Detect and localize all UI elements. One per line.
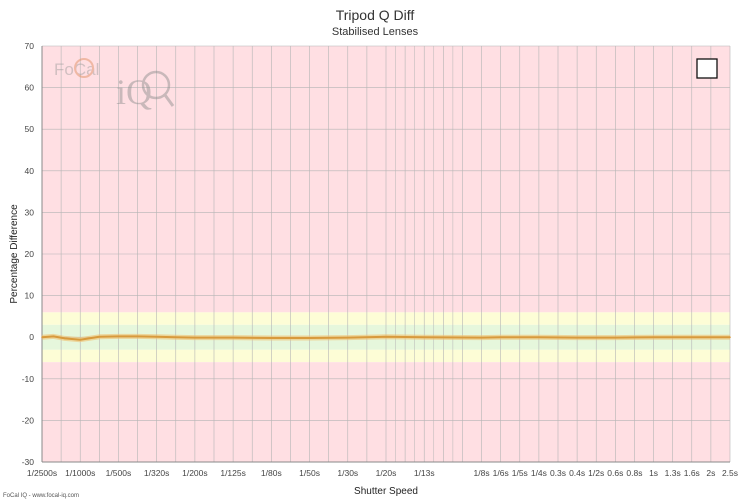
axis-layer: -30 -20 -10 0 10 20 30 40 50 60 70 1/2500s 1/1000s 1/… [22, 41, 738, 478]
x-tick-label: 2s [706, 468, 715, 478]
series-point [308, 337, 311, 339]
series-point [98, 335, 101, 338]
series-point [174, 336, 177, 339]
y-tick-label: -20 [22, 415, 35, 425]
x-tick-label: 1/2s [588, 468, 604, 478]
x-tick-label: 1/6s [493, 468, 509, 478]
series-point [41, 336, 43, 339]
series-point [576, 336, 578, 339]
series-point [64, 337, 66, 340]
series-point [385, 335, 387, 338]
x-tick-label: 1/50s [299, 468, 320, 478]
series-point [117, 335, 120, 338]
y-tick-label: 0 [29, 332, 34, 342]
series-point [499, 336, 502, 339]
x-tick-label: 2.5s [722, 468, 738, 478]
series-point [729, 336, 731, 339]
series-point [155, 335, 158, 338]
x-tick-label: 1.3s [665, 468, 681, 478]
series-point [690, 336, 693, 339]
x-tick-label: 0.6s [607, 468, 623, 478]
x-tick-label: 1/500s [106, 468, 132, 478]
series-point [480, 336, 483, 339]
y-tick-label: 50 [25, 124, 35, 134]
series-layer [41, 333, 731, 343]
legend-toggle-box[interactable] [696, 58, 718, 79]
x-tick-label: 1/2500s [27, 468, 57, 478]
y-tick-label: -10 [22, 374, 35, 384]
magnifier-icon [141, 70, 171, 100]
series-point [52, 335, 55, 338]
x-tick-label: 1/80s [261, 468, 282, 478]
series-point [194, 336, 196, 339]
y-tick-label: -30 [22, 457, 35, 467]
x-tick-label: 1/200s [182, 468, 208, 478]
series-point [346, 336, 349, 339]
series-point [538, 336, 540, 339]
logo-brand: FoCal [54, 60, 99, 79]
magnifier-handle-icon [163, 94, 175, 107]
y-tick-label: 10 [25, 291, 35, 301]
series-point [614, 336, 617, 339]
series-point [136, 335, 139, 338]
series-point [270, 337, 273, 339]
logo-iq: iQ [116, 72, 152, 112]
x-tick-label: 1/5s [512, 468, 528, 478]
x-tick-label: 1/4s [531, 468, 547, 478]
x-tick-label: 1/320s [144, 468, 170, 478]
logo-ring-icon [74, 58, 94, 78]
series-line [41, 335, 730, 341]
y-tick-label: 20 [25, 249, 35, 259]
x-tick-label: 1/8s [474, 468, 490, 478]
x-tick-label: 1/30s [337, 468, 358, 478]
x-tick-label: 1s [649, 468, 658, 478]
y-tick-label: 30 [25, 207, 35, 217]
series-point [232, 336, 234, 339]
series-point [652, 336, 655, 339]
series-point [79, 338, 82, 341]
x-tick-label: 1/13s [414, 468, 435, 478]
y-tick-label: 70 [25, 41, 35, 51]
series-point [423, 336, 426, 339]
chart-subtitle: Stabilised Lenses [332, 26, 419, 38]
x-axis-title: Shutter Speed [354, 486, 418, 497]
y-tick-label: 60 [25, 83, 35, 93]
x-tick-label: 0.4s [569, 468, 585, 478]
x-tick-label: 0.3s [550, 468, 566, 478]
x-tick-label: 1.6s [684, 468, 700, 478]
x-tick-label: 1/20s [376, 468, 397, 478]
x-tick-label: 1/1000s [65, 468, 95, 478]
y-axis-title: Percentage Difference [9, 204, 20, 304]
footer-credit: FoCal IQ - www.focal-iq.com [3, 493, 79, 499]
x-tick-label: 0.8s [626, 468, 642, 478]
y-tick-label: 40 [25, 166, 35, 176]
chart-title: Tripod Q Diff [336, 7, 415, 23]
focal-iq-logo: FoCal iQ [54, 58, 175, 112]
x-tick-label: 1/125s [220, 468, 246, 478]
